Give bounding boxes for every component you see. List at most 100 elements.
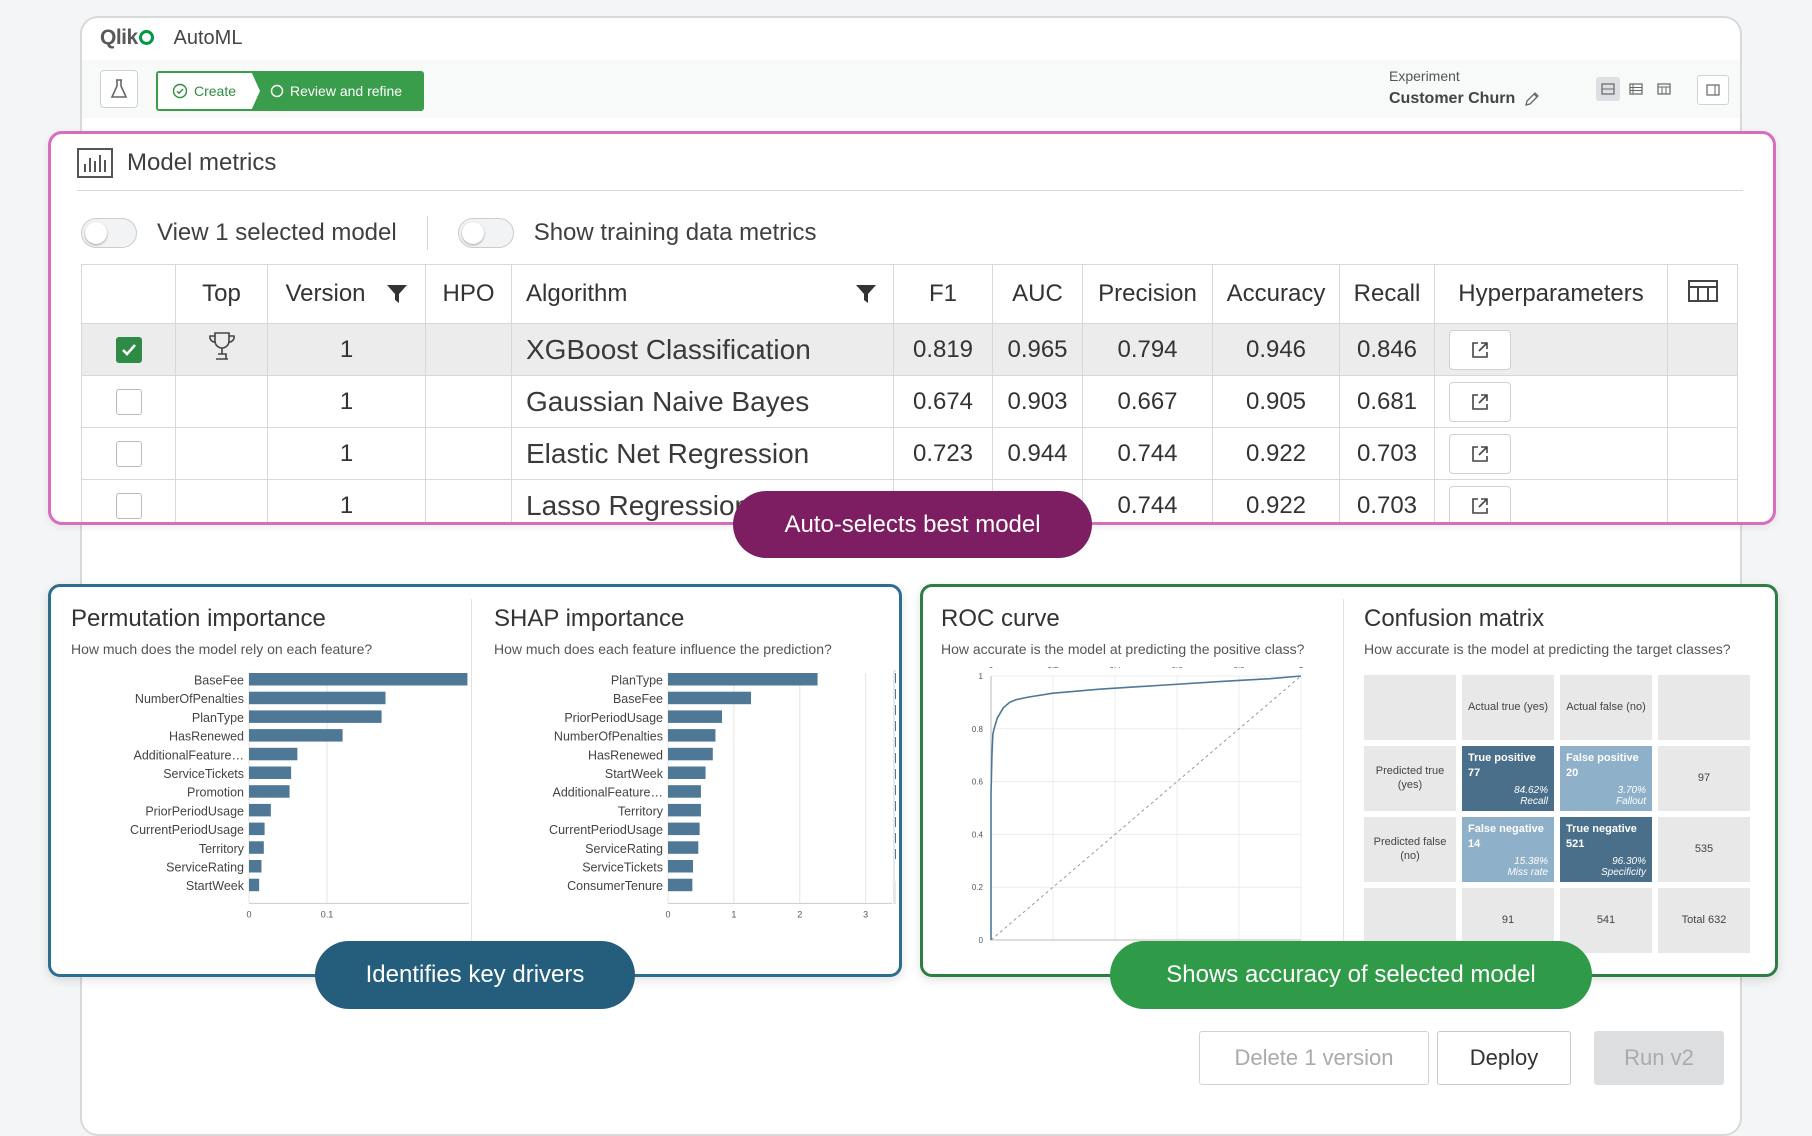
view-selected-label: View 1 selected model [157, 219, 397, 246]
experiment-flask-button[interactable] [100, 70, 138, 108]
view-mode-3[interactable] [1652, 77, 1676, 101]
column-picker-button[interactable] [1667, 264, 1738, 324]
table-row[interactable]: 1 Elastic Net Regression 0.723 0.944 0.7… [81, 427, 1738, 480]
y-tick-label: 0.6 [972, 778, 984, 787]
mail-icon [1601, 83, 1615, 95]
pencil-icon[interactable] [1523, 90, 1541, 108]
overview-bar [895, 801, 896, 811]
panel-toggle-button[interactable] [1697, 75, 1729, 105]
training-metrics-toggle[interactable] [457, 218, 514, 248]
baseline-line [990, 675, 1302, 941]
deploy-button[interactable]: Deploy [1437, 1031, 1571, 1085]
recall-cell: 0.703 [1339, 479, 1435, 522]
confusion-title: Confusion matrix [1364, 605, 1545, 632]
run-button[interactable]: Run v2 [1594, 1031, 1724, 1085]
col-hyperparameters[interactable]: Hyperparameters [1434, 264, 1668, 324]
precision-cell: 0.744 [1082, 427, 1213, 480]
col-accuracy[interactable]: Accuracy [1212, 264, 1340, 324]
col-recall[interactable]: Recall [1339, 264, 1435, 324]
divider [471, 599, 472, 959]
category-label: ServiceTickets [582, 861, 663, 875]
view-selected-toggle[interactable] [81, 218, 137, 248]
row-checkbox[interactable] [115, 492, 142, 519]
scroll-overview-mask [894, 881, 896, 904]
category-label: ConsumerTenure [567, 879, 663, 893]
bar [249, 747, 298, 761]
qlik-logo: Qlik [100, 26, 138, 49]
overview-bar [895, 721, 896, 731]
precision-cell: 0.667 [1082, 375, 1213, 428]
bar [249, 785, 290, 798]
x-tick-label: 1 [731, 909, 736, 919]
category-label: PriorPeriodUsage [145, 804, 244, 818]
y-tick-label: 0.8 [972, 725, 984, 734]
row-checkbox[interactable] [115, 440, 142, 467]
col-version[interactable]: Version [267, 264, 426, 324]
x-tick-label: 0.8 [1233, 667, 1245, 670]
filter-icon[interactable] [855, 283, 877, 305]
x-tick-label: 0.4 [1109, 667, 1121, 670]
hyperparameters-button[interactable] [1449, 485, 1511, 522]
overview-bar [895, 785, 896, 795]
precision-cell: 0.794 [1082, 323, 1213, 376]
step-review[interactable]: Review and refine [244, 73, 423, 109]
step-review-label: Review and refine [290, 83, 403, 99]
category-label: StartWeek [186, 879, 245, 893]
col-top[interactable]: Top [175, 264, 268, 324]
bar [668, 766, 706, 779]
bar [668, 691, 752, 705]
cm-actual-false: Actual false (no) [1560, 675, 1652, 740]
table-header: Top Version HPO Algorithm F1 AUC Precisi… [81, 264, 1738, 324]
step-create[interactable]: Create [158, 73, 261, 109]
row-checkbox[interactable] [115, 388, 142, 415]
version-cell: 1 [267, 375, 426, 428]
x-tick-label: 0 [989, 667, 994, 670]
accuracy-cell: 0.946 [1212, 323, 1340, 376]
overview-bar [895, 849, 896, 859]
view-mode-2[interactable] [1624, 77, 1648, 101]
experiment-info: Experiment Customer Churn [1389, 68, 1541, 108]
bar [668, 747, 713, 761]
view-mode-1[interactable] [1596, 77, 1620, 101]
bar [249, 710, 382, 723]
table-row[interactable]: 1 Gaussian Naive Bayes 0.674 0.903 0.667… [81, 375, 1738, 428]
bar [249, 860, 262, 873]
filter-icon[interactable] [386, 283, 408, 305]
category-label: Territory [199, 842, 245, 856]
roc-chart: 0 0.2 0.4 0.6 0.8 1 0 0.2 0.4 0.6 0.8 1 [972, 667, 1304, 945]
hyperparameters-button[interactable] [1449, 433, 1511, 474]
cm-true-negative: True negative 521 96.30% Specificity [1560, 817, 1652, 882]
col-precision[interactable]: Precision [1082, 264, 1213, 324]
delete-version-button[interactable]: Delete 1 version [1199, 1031, 1429, 1085]
x-tick-label: 0.6 [1171, 667, 1183, 670]
category-label: HasRenewed [169, 730, 244, 744]
view-switcher [1596, 77, 1676, 101]
col-f1[interactable]: F1 [893, 264, 993, 324]
category-label: ServiceTickets [163, 767, 244, 781]
row-checkbox[interactable] [115, 336, 142, 363]
confusion-subtitle: How accurate is the model at predicting … [1364, 641, 1731, 657]
category-label: AdditionalFeature… [134, 748, 244, 762]
bar [668, 803, 701, 817]
bar [668, 710, 723, 723]
overview-bar [895, 769, 896, 779]
sidebar-icon [1706, 84, 1720, 96]
y-tick-label: 0 [979, 936, 984, 945]
table-row[interactable]: 1 XGBoost Classification 0.819 0.965 0.7… [81, 323, 1738, 376]
table-row[interactable]: 1 Lasso Regression 0.744 0.922 0.703 [81, 479, 1738, 522]
hyperparameters-button[interactable] [1449, 329, 1511, 370]
feature-importance-panel: Permutation importance How much does the… [48, 584, 902, 977]
col-auc[interactable]: AUC [992, 264, 1083, 324]
recall-cell: 0.846 [1339, 323, 1435, 376]
qlik-logo-icon [138, 30, 154, 45]
hyperparameters-button[interactable] [1449, 381, 1511, 422]
experiment-label: Experiment [1389, 68, 1460, 84]
col-algorithm[interactable]: Algorithm [511, 264, 894, 324]
check-circle-icon [172, 83, 188, 99]
category-label: Promotion [187, 786, 244, 800]
x-tick-label: 3 [863, 909, 868, 919]
check-icon [121, 343, 136, 356]
bar [249, 766, 292, 779]
col-hpo[interactable]: HPO [425, 264, 512, 324]
cm-false-negative: False negative 14 15.38% Miss rate [1462, 817, 1554, 882]
